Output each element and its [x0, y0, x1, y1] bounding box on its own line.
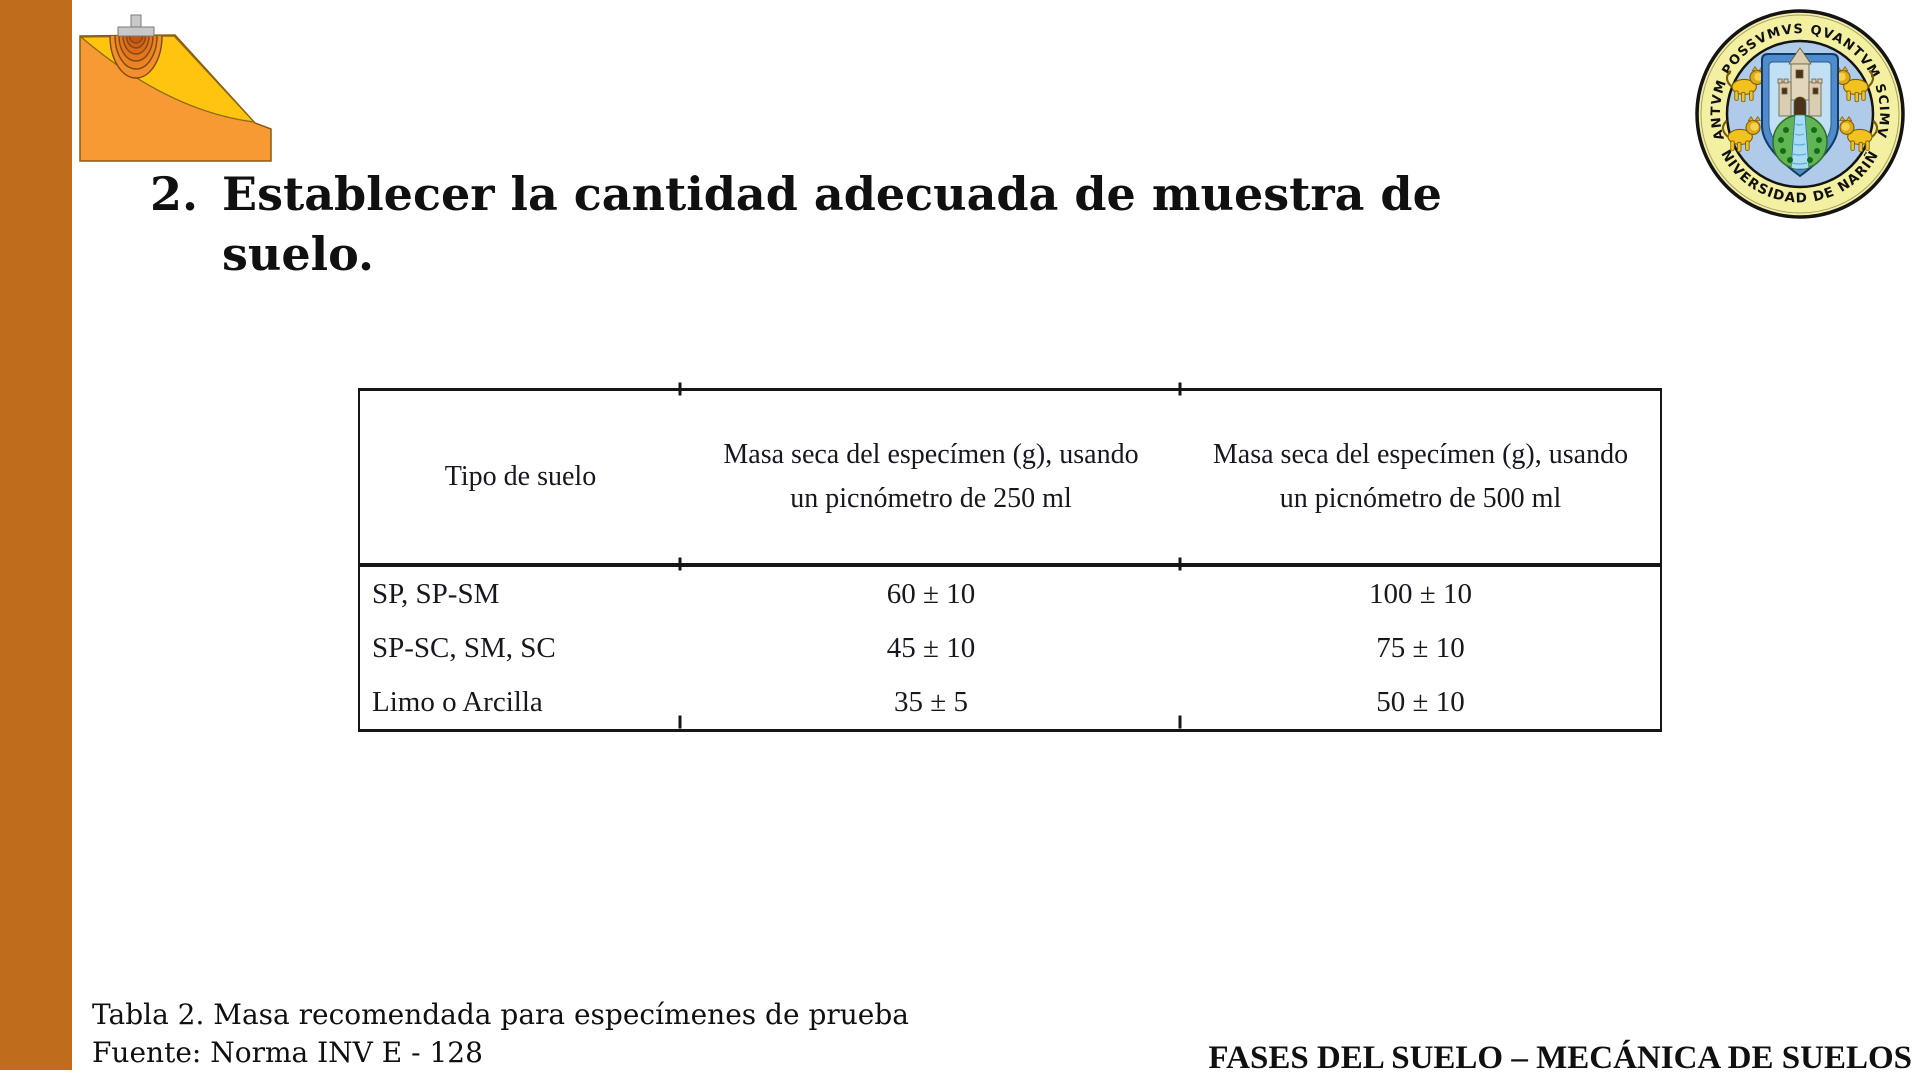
- table-header-pycnometer-500: Masa seca del especímen (g), usando un p…: [1212, 439, 1629, 514]
- mass-250-cell: 60 ± 10: [886, 577, 976, 610]
- slide-title: 2. Establecer la cantidad adecuada de mu…: [150, 164, 1710, 284]
- column-divider-tick: [1178, 382, 1182, 396]
- footer-title: FASES DEL SUELO – MECÁNICA DE SUELOS: [1208, 1040, 1912, 1076]
- table-row: Limo o Arcilla 35 ± 5 50 ± 10: [359, 675, 1661, 731]
- soil-type-cell: SP-SC, SM, SC: [372, 631, 556, 664]
- table-row: SP, SP-SM 60 ± 10 100 ± 10: [359, 565, 1661, 621]
- title-text: Establecer la cantidad adecuada de muest…: [222, 164, 1442, 284]
- column-divider-tick: [678, 557, 682, 571]
- title-line-1: Establecer la cantidad adecuada de muest…: [222, 167, 1442, 221]
- title-number: 2.: [150, 167, 199, 221]
- seal-castle-icon: [1777, 47, 1823, 117]
- university-seal-icon: TANTVM POSSVMVS QVANTVM SCIMVS UNIVERSID…: [1694, 8, 1905, 219]
- seal-river-icon: [1790, 115, 1810, 169]
- column-divider-tick: [1178, 557, 1182, 571]
- specimen-mass-table: Tipo de suelo Masa seca del especímen (g…: [358, 388, 1662, 732]
- seal-trees-icon: [1778, 127, 1822, 163]
- table-header-row: Tipo de suelo Masa seca del especímen (g…: [359, 390, 1661, 565]
- table-caption: Tabla 2. Masa recomendada para especímen…: [92, 996, 909, 1072]
- soil-type-cell: SP, SP-SM: [372, 577, 500, 610]
- mass-500-cell: 50 ± 10: [1376, 685, 1465, 718]
- title-line-2: suelo.: [222, 227, 375, 281]
- stress-bulbs-icon: [109, 36, 163, 79]
- caption-line-1: Tabla 2. Masa recomendada para especímen…: [92, 998, 909, 1031]
- mass-500-cell: 75 ± 10: [1376, 631, 1465, 664]
- mass-250-cell: 45 ± 10: [886, 631, 976, 664]
- mass-500-cell: 100 ± 10: [1369, 577, 1472, 610]
- left-accent-bar: [0, 0, 72, 1070]
- column-divider-tick: [678, 382, 682, 396]
- caption-line-2: Fuente: Norma INV E - 128: [92, 1036, 483, 1069]
- slope-stability-icon: [79, 14, 272, 162]
- column-divider-tick: [678, 715, 682, 729]
- table-header-soil-type: Tipo de suelo: [444, 461, 597, 492]
- table-row: SP-SC, SM, SC 45 ± 10 75 ± 10: [359, 621, 1661, 675]
- soil-type-cell: Limo o Arcilla: [372, 685, 543, 718]
- mass-250-cell: 35 ± 5: [894, 685, 968, 718]
- table-header-pycnometer-250: Masa seca del especímen (g), usando un p…: [723, 439, 1139, 514]
- column-divider-tick: [1178, 715, 1182, 729]
- footing-icon: [117, 14, 155, 37]
